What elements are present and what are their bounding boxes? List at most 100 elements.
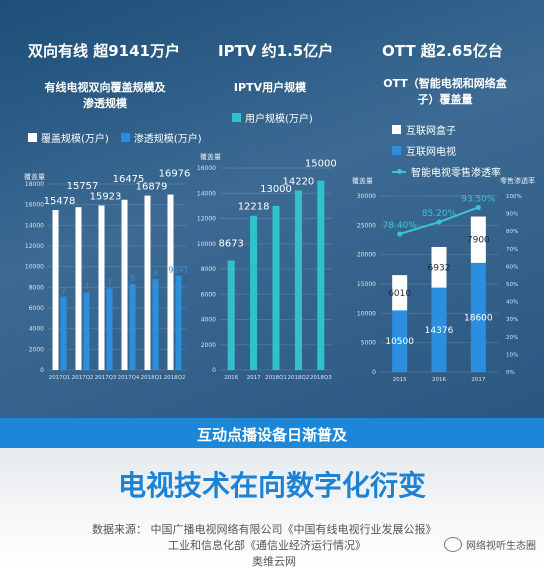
users-data-label: 8673 (218, 239, 243, 250)
x-tick-label: 2018Q3 (310, 375, 332, 381)
legend-item-rate: 智能电视零售渗透率 (392, 164, 501, 179)
y2-tick-label: 100% (506, 194, 522, 200)
bar-iptv-users (317, 180, 325, 370)
penetration-data-label: 9141 (168, 266, 188, 275)
bar-coverage (144, 195, 151, 370)
legend-item-tv: 互联网电视 (392, 143, 501, 158)
bar-penetration (83, 292, 90, 370)
headline: 电视技术在向数字化衍变 (117, 469, 426, 502)
panel3-unit-right: 零售渗透率 (500, 177, 535, 185)
x-tick-label: 2018Q1 (265, 375, 287, 381)
y-tick-label: 6000 (29, 305, 44, 312)
coverage-penetration-chart: 0 2000 4000 6000 8000 10000 12000 14000 16000 180… (24, 169, 191, 381)
panel3-subtitle-line1: OTT（智能电视和网络盒 (383, 77, 507, 90)
panel2-subtitle: IPTV用户规模 (233, 81, 307, 94)
y-tick-label: 20000 (357, 252, 376, 259)
tv-data-label: 14376 (425, 326, 454, 336)
panel2-unit: 覆盖量 (200, 153, 221, 161)
panel3-unit: 覆盖量 (352, 177, 373, 185)
x-tick-label: 2017Q2 (72, 375, 94, 381)
bar-iptv-users (272, 205, 280, 370)
penetration-data-label: 7 (61, 287, 66, 296)
rate-point (397, 231, 403, 237)
bar-penetration (175, 275, 182, 370)
penetration-data-label: 7 (107, 278, 112, 287)
coverage-data-label: 16879 (136, 182, 168, 193)
bar-internet-tv (470, 262, 486, 372)
legend-swatch-tv (392, 146, 401, 155)
penetration-data-label: 8 (130, 274, 135, 283)
coverage-data-label: 15923 (90, 191, 122, 202)
y-tick-label: 2000 (201, 342, 216, 349)
y2-tick-label: 50% (506, 282, 518, 288)
y-tick-label: 0 (372, 369, 376, 376)
panel1-heading: 双向有线 超9141万户 (28, 42, 180, 60)
infographic-panels: 双向有线 超9141万户 IPTV 约1.5亿户 OTT 超2.65亿台 有线电… (0, 0, 544, 418)
bar-iptv-users (227, 260, 235, 370)
x-tick-label: 2017 (247, 375, 261, 381)
y-tick-label: 18000 (25, 181, 44, 188)
y2-tick-label: 20% (506, 335, 518, 341)
box-data-label: 6932 (428, 263, 451, 273)
bar-coverage (121, 199, 128, 370)
y2-tick-label: 30% (506, 317, 518, 323)
y-tick-label: 16000 (25, 202, 44, 209)
wechat-watermark: 网络视听生态圈 (444, 537, 536, 552)
bar-internet-tv (392, 310, 408, 372)
penetration-data-label: 7 (84, 283, 89, 292)
y2-tick-label: 60% (506, 264, 518, 270)
y-tick-label: 12000 (25, 243, 44, 250)
y-tick-label: 6000 (201, 291, 216, 298)
y-tick-label: 10000 (25, 264, 44, 271)
panel3-subtitle: OTT（智能电视和网络盒 子）覆盖量 (370, 76, 520, 108)
x-tick-label: 2015 (393, 377, 407, 383)
panel1-legend: 覆盖规模(万户) 渗透规模(万户) (28, 130, 202, 145)
panel1-subtitle-line2: 渗透规模 (83, 97, 127, 110)
banner: 互动点播设备日渐普及 (0, 418, 544, 448)
y-tick-label: 25000 (357, 222, 376, 229)
rate-point (475, 204, 481, 210)
rate-data-label: 93.50% (461, 194, 496, 204)
x-tick-label: 2016 (224, 375, 238, 381)
coverage-data-label: 15478 (44, 196, 76, 207)
panel3-subtitle-line2: 子）覆盖量 (417, 93, 473, 106)
bar-internet-box (431, 246, 447, 288)
x-tick-label: 2017Q3 (95, 375, 117, 381)
y-tick-label: 4000 (201, 317, 216, 324)
y-tick-label: 8000 (29, 284, 44, 291)
users-data-label: 13000 (260, 184, 292, 195)
legend-label-rate: 智能电视零售渗透率 (411, 168, 501, 179)
y2-tick-label: 10% (506, 352, 518, 358)
y2-tick-label: 0% (506, 370, 515, 376)
panel3-heading: OTT 超2.65亿台 (382, 42, 503, 60)
panel1-unit: 覆盖量 (24, 173, 45, 181)
y-tick-label: 14000 (197, 190, 216, 197)
coverage-data-label: 16976 (159, 169, 191, 180)
wechat-label: 网络视听生态圈 (466, 541, 536, 552)
bar-iptv-users (294, 190, 302, 370)
box-data-label: 7900 (467, 236, 490, 246)
rate-data-label: 85.20% (422, 209, 457, 219)
x-tick-label: 2018Q1 (141, 375, 163, 381)
y-tick-label: 15000 (357, 281, 376, 288)
bar-internet-box (392, 275, 408, 311)
y-tick-label: 8000 (201, 266, 216, 273)
y2-tick-label: 70% (506, 247, 518, 253)
bar-coverage (52, 210, 59, 370)
panel3-legend: 互联网盒子 互联网电视 智能电视零售渗透率 (392, 122, 501, 179)
bar-iptv-users (250, 215, 258, 370)
y-tick-label: 30000 (357, 193, 376, 200)
legend-swatch-coverage (28, 133, 37, 142)
source-line-3: 奥维云网 (252, 555, 296, 568)
legend-label-users: 用户规模(万户) (245, 114, 313, 125)
wechat-icon (444, 537, 462, 552)
legend-label-coverage: 覆盖规模(万户) (41, 134, 109, 145)
source-line-1: 数据来源： 中国广播电视网络有限公司《中国有线电视行业发展公报》 (92, 523, 437, 536)
x-tick-label: 2017Q1 (49, 375, 71, 381)
y-tick-label: 10000 (197, 241, 216, 248)
x-tick-label: 2018Q2 (164, 375, 186, 381)
bar-internet-tv (431, 287, 447, 372)
rate-data-label: 78.40% (383, 221, 418, 231)
legend-swatch-rate (392, 168, 406, 174)
y-tick-label: 5000 (361, 340, 376, 347)
